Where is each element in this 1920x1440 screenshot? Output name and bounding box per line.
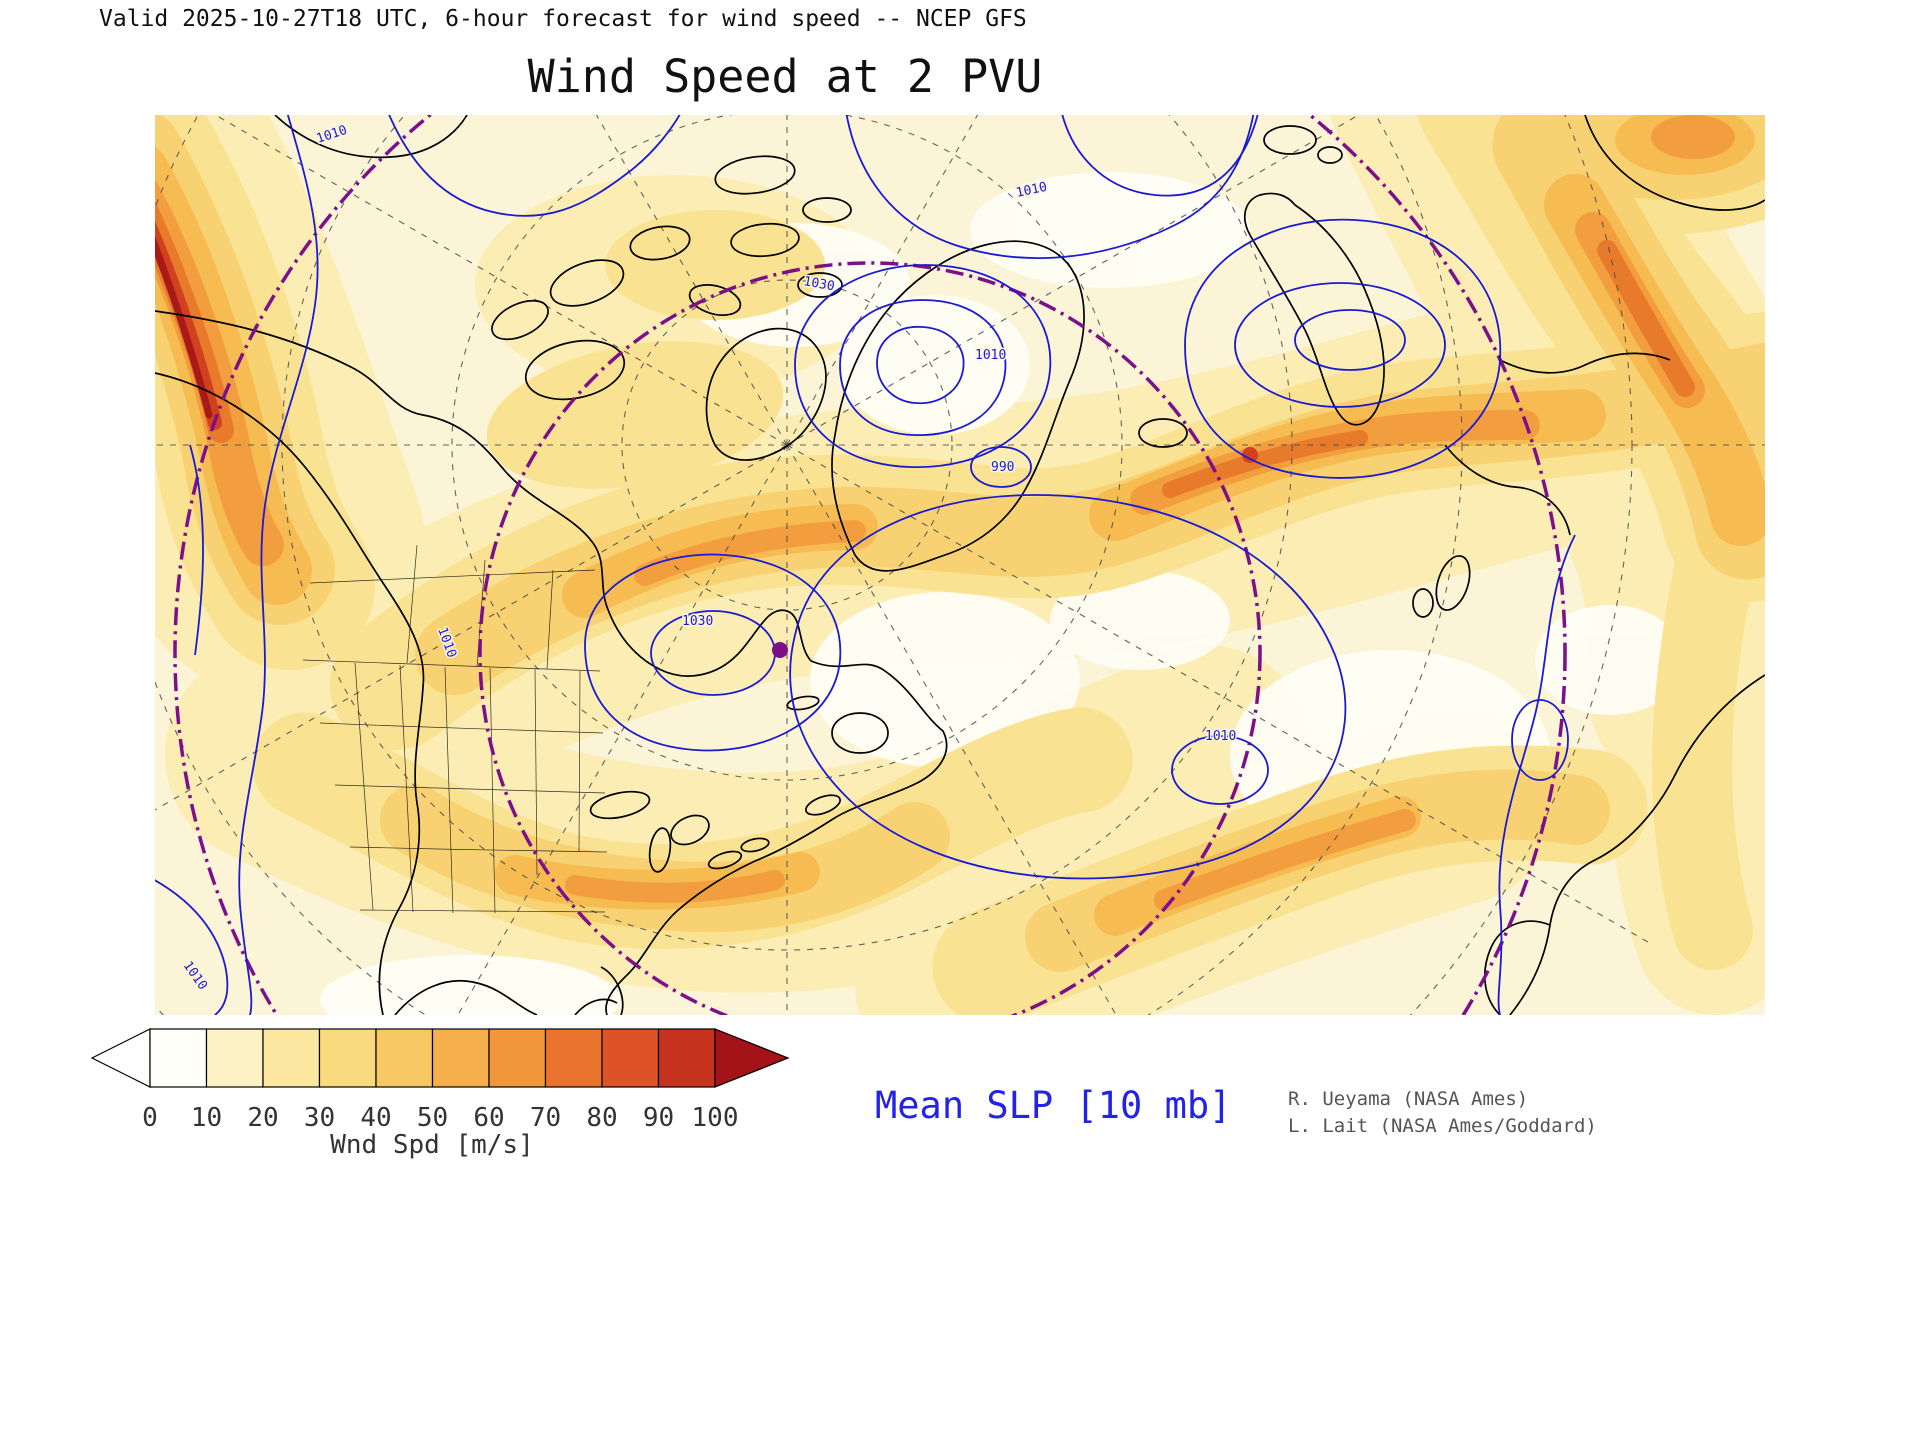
station-marker (772, 642, 788, 658)
svg-text:1030: 1030 (682, 614, 713, 629)
credit-line-2: L. Lait (NASA Ames/Goddard) (1288, 1115, 1597, 1137)
colorbar-right-arrow (714, 1028, 790, 1088)
svg-text:20: 20 (247, 1103, 278, 1133)
svg-text:1010: 1010 (1205, 729, 1236, 744)
colorbar-tick-labels: 0 10 20 30 40 50 60 70 80 90 100 (142, 1103, 738, 1133)
credits: R. Ueyama (NASA Ames) L. Lait (NASA Ames… (1288, 1086, 1597, 1140)
svg-text:50: 50 (417, 1103, 448, 1133)
svg-text:10: 10 (191, 1103, 222, 1133)
page-title: Wind Speed at 2 PVU (527, 50, 1043, 103)
credit-line-1: R. Ueyama (NASA Ames) (1288, 1088, 1529, 1110)
coastlines (154, 114, 1766, 1016)
valid-time-line: Valid 2025-10-27T18 UTC, 6-hour forecast… (99, 6, 1027, 32)
colorbar: 0 10 20 30 40 50 60 70 80 90 100 (88, 1024, 792, 1140)
svg-text:40: 40 (360, 1103, 391, 1133)
svg-text:100: 100 (692, 1103, 739, 1133)
slp-contour-labels: 1010 1010 1030 1010 990 1030 1010 1010 1… (178, 121, 1238, 994)
svg-text:1030: 1030 (802, 274, 835, 294)
colorbar-cells (149, 1028, 716, 1088)
colorbar-units-label: Wnd Spd [m/s] (330, 1130, 534, 1160)
svg-text:80: 80 (586, 1103, 617, 1133)
colorbar-svg: 0 10 20 30 40 50 60 70 80 90 100 (90, 1028, 790, 1133)
svg-text:30: 30 (304, 1103, 335, 1133)
colorbar-left-arrow (90, 1028, 151, 1088)
svg-text:60: 60 (473, 1103, 504, 1133)
svg-text:0: 0 (142, 1103, 158, 1133)
svg-text:90: 90 (643, 1103, 674, 1133)
svg-text:990: 990 (991, 460, 1014, 475)
svg-text:1010: 1010 (975, 348, 1006, 363)
svg-text:70: 70 (530, 1103, 561, 1133)
slp-overlay-caption: Mean SLP [10 mb] (875, 1084, 1232, 1127)
